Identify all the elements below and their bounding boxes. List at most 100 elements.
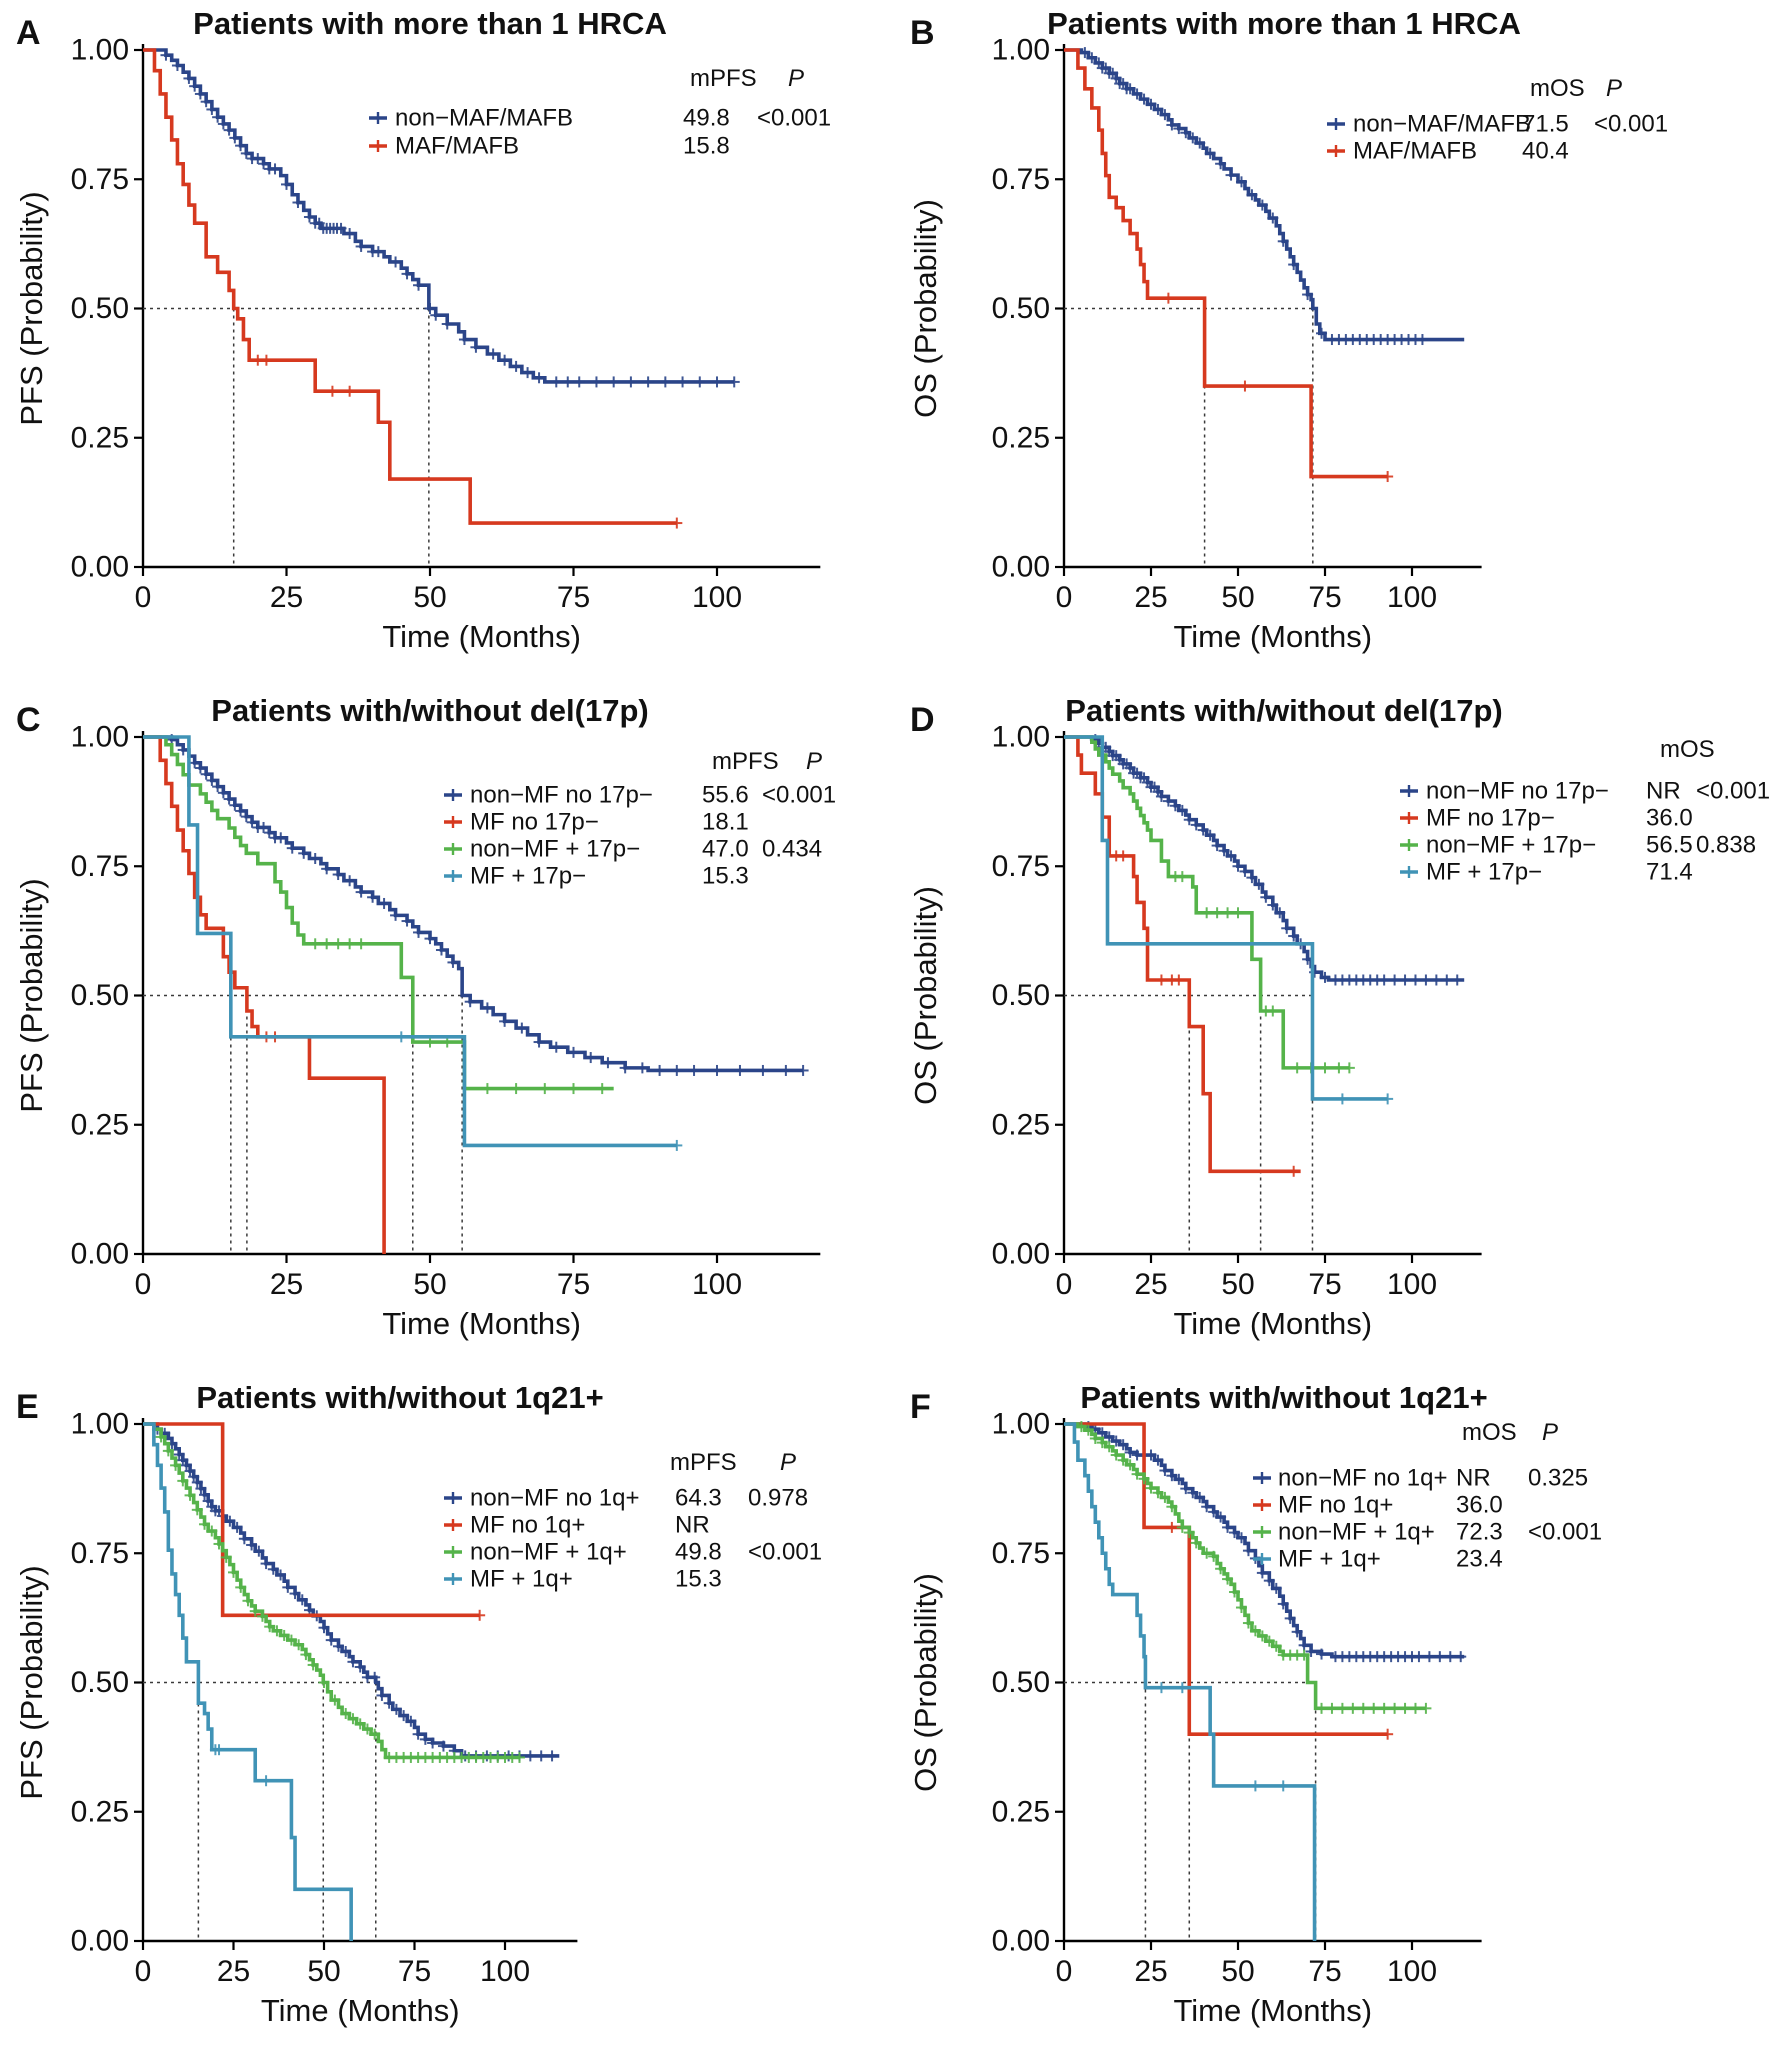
y-axis-title: PFS (Probability) [14,1565,49,1799]
legend-header-p: P [780,1449,796,1476]
legend-header-p: P [788,65,804,92]
x-tick-label: 0 [1056,1268,1073,1301]
x-tick-label: 75 [1308,581,1341,614]
x-tick-label: 25 [217,1955,250,1988]
x-tick-label: 0 [135,1955,152,1988]
y-tick-label: 0.50 [71,1666,129,1699]
km-curve-MF no 17p− [143,735,386,1254]
legend-p-value: <0.001 [1696,778,1770,805]
legend-median-value: 36.0 [1456,1492,1503,1519]
legend-marker-MF no 17p− [444,816,462,828]
legend-label: non−MF + 1q+ [470,1539,627,1566]
km-panel-B: B Patients with more than 1 HRCA 0.00 0.25 0… [908,6,1668,654]
legend-label: non−MAF/MAFB [1353,111,1531,138]
panel-letter-F: F [910,1388,931,1426]
y-tick-label: 0.25 [71,421,129,454]
x-tick-label: 0 [135,581,152,614]
y-tick-label: 0.00 [71,1238,129,1271]
legend-marker-MF + 1q+ [444,1573,462,1585]
legend-header-median: mPFS [670,1449,737,1476]
legend-median-value: 71.5 [1522,111,1569,138]
legend-label: MF + 17p− [470,863,586,890]
km-curve-MF + 1q+ [143,1422,353,1941]
legend-marker-MF no 1q+ [1253,1499,1271,1511]
legend-header-median: mPFS [690,65,757,92]
legend-marker-non−MF no 1q+ [444,1492,462,1504]
legend-median-value: NR [1456,1465,1491,1492]
legend-label: non−MAF/MAFB [395,105,573,132]
y-tick-label: 1.00 [992,721,1050,754]
y-tick-label: 0.75 [992,850,1050,883]
censor-ticks-MF no 1q+ [474,1609,486,1621]
legend-p-value: <0.001 [1528,1519,1602,1546]
x-tick-label: 50 [413,581,446,614]
km-panel-E: E Patients with/without 1q21+ 0.00 0.25 0.50… [14,1380,822,2028]
km-panel-F: F Patients with/without 1q21+ 0.00 0.25 0.50… [908,1380,1602,2028]
x-tick-label: 100 [1387,581,1437,614]
legend-median-value: 36.0 [1646,805,1693,832]
y-tick-label: 1.00 [71,34,129,67]
axes [1062,1418,1482,1943]
legend-label: non−MF no 1q+ [470,1485,639,1512]
censor-ticks-non−MF + 1q+ [155,1431,525,1763]
legend-label: MF no 1q+ [470,1512,585,1539]
y-tick-label: 0.00 [992,1925,1050,1958]
x-tick-label: 75 [1308,1955,1341,1988]
legend-p-value: 0.434 [762,836,822,863]
km-panel-C: C Patients with/without del(17p) 0.00 0.25 0… [14,693,836,1341]
legend-header-median: mOS [1660,736,1715,763]
legend-median-value: 40.4 [1522,138,1569,165]
legend-p-value: 0.978 [748,1485,808,1512]
y-axis-title: OS (Probability) [908,1573,943,1792]
km-panel-D: D Patients with/without del(17p) 0.00 0.25 0… [908,693,1770,1341]
legend-label: non−MF + 17p− [470,836,640,863]
x-axis-title: Time (Months) [261,1993,460,2028]
x-tick-label: 0 [1056,581,1073,614]
legend-marker-MF + 17p− [1400,866,1418,878]
y-tick-label: 1.00 [71,721,129,754]
panel-letter-C: C [16,701,41,739]
legend-marker-non−MF + 1q+ [444,1546,462,1558]
censor-ticks-non−MF + 1q+ [1075,1421,1432,1714]
legend-median-value: 49.8 [675,1539,722,1566]
y-axis-title: OS (Probability) [908,199,943,418]
legend-median-value: 18.1 [702,809,749,836]
median-guides [1064,994,1314,1254]
km-curve-MAF/MAFB [1064,48,1388,479]
legend-marker-non−MAF/MAFB [1327,118,1345,130]
censor-ticks-MF + 1q+ [1155,1682,1289,1792]
censor-ticks-non−MAF/MAFB [1079,47,1428,346]
legend-median-value: 71.4 [1646,859,1693,886]
x-tick-label: 50 [413,1268,446,1301]
x-tick-label: 25 [270,581,303,614]
x-tick-label: 75 [1308,1268,1341,1301]
legend-median-value: 47.0 [702,836,749,863]
y-tick-label: 0.75 [992,1537,1050,1570]
legend-marker-non−MF + 17p− [444,843,462,855]
x-tick-label: 50 [307,1955,340,1988]
y-tick-label: 0.00 [71,551,129,584]
y-axis-title: PFS (Probability) [14,878,49,1112]
y-tick-label: 0.50 [71,979,129,1012]
x-tick-label: 75 [557,581,590,614]
panel-title: Patients with/without del(17p) [1065,693,1502,728]
y-tick-label: 1.00 [992,34,1050,67]
panel-letter-D: D [910,701,935,739]
censor-ticks-MF no 17p− [1110,850,1300,1177]
censor-ticks-non−MF no 1q+ [151,1423,558,1762]
panel-title: Patients with more than 1 HRCA [193,6,667,41]
y-tick-label: 0.75 [992,163,1050,196]
y-tick-label: 0.00 [992,1238,1050,1271]
y-tick-label: 0.75 [71,1537,129,1570]
legend-label: MF + 17p− [1426,859,1542,886]
legend-marker-non−MF + 1q+ [1253,1526,1271,1538]
legend-marker-non−MF no 17p− [444,789,462,801]
x-tick-label: 100 [1387,1268,1437,1301]
median-guides [143,1681,377,1941]
x-axis-title: Time (Months) [1173,1993,1372,2028]
km-curve-non−MF + 1q+ [143,1422,520,1760]
panel-title: Patients with more than 1 HRCA [1047,6,1521,41]
panel-letter-A: A [16,14,41,52]
y-tick-label: 0.00 [992,551,1050,584]
median-guides [143,307,430,567]
